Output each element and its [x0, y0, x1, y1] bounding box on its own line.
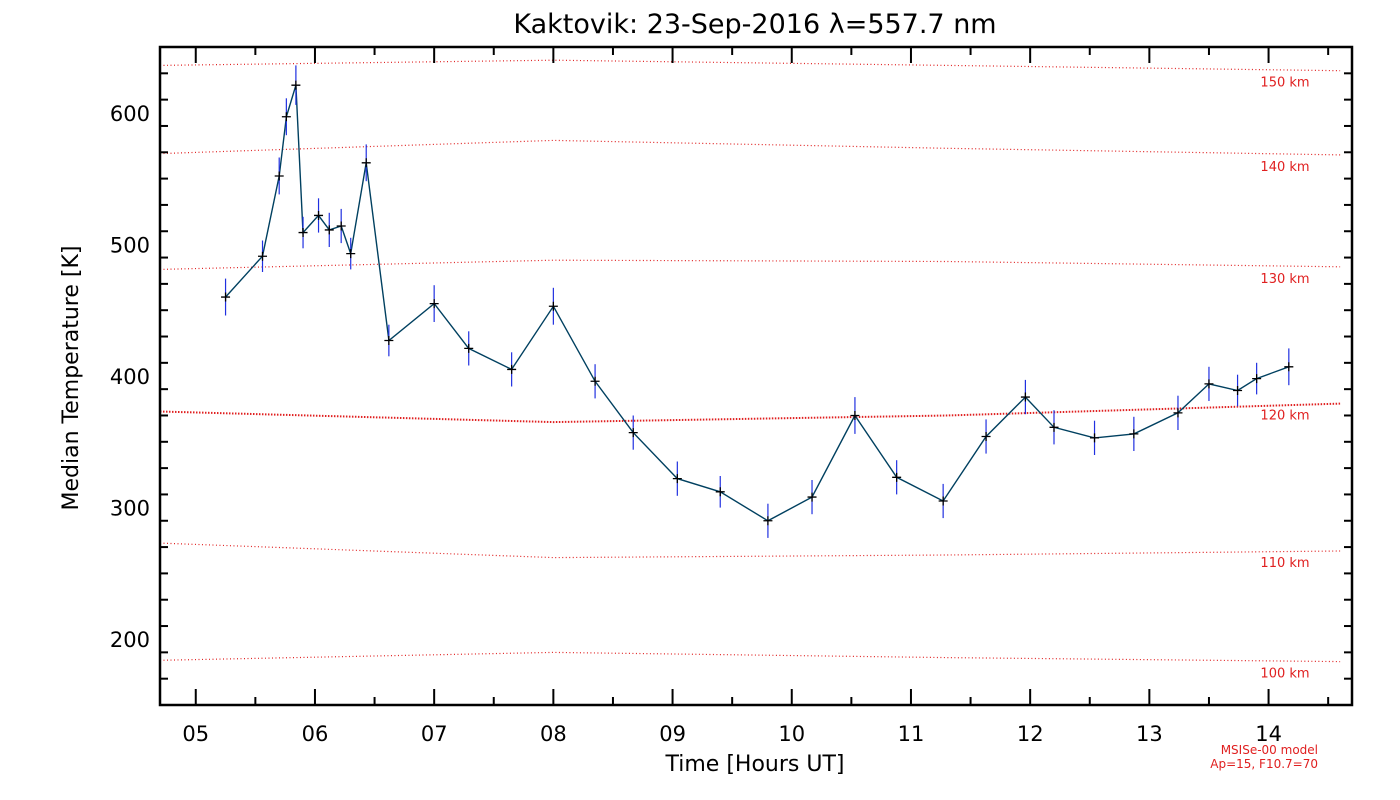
- chart-title: Kaktovik: 23-Sep-2016 λ=557.7 nm: [513, 9, 996, 40]
- data-point: [274, 171, 284, 181]
- data-point: [628, 428, 638, 438]
- axis-ticks: [160, 46, 1352, 706]
- x-axis-label: Time [Hours UT]: [665, 752, 845, 777]
- reference-label-110-km: 110 km: [1260, 556, 1309, 571]
- x-tick-label: 14: [1255, 722, 1282, 746]
- data-point: [1204, 379, 1214, 389]
- data-point: [298, 228, 308, 238]
- data-point: [763, 516, 773, 526]
- data-point: [429, 299, 439, 309]
- x-tick-label: 05: [182, 722, 209, 746]
- x-tick-label: 06: [302, 722, 329, 746]
- reference-line-100-km: [159, 651, 1341, 663]
- data-point: [258, 251, 268, 261]
- data-point: [938, 496, 948, 506]
- data-point: [1090, 433, 1100, 443]
- data-point: [1284, 362, 1294, 372]
- reference-label-100-km: 100 km: [1260, 667, 1309, 682]
- data-point: [1233, 385, 1243, 395]
- data-point: [981, 432, 991, 442]
- data-point: [291, 80, 301, 90]
- data-point: [715, 487, 725, 497]
- data-point: [807, 492, 817, 502]
- data-point: [336, 221, 346, 231]
- y-tick-label: 400: [110, 365, 150, 389]
- data-point: [281, 112, 291, 122]
- plot-frame: [158, 45, 1354, 707]
- data-point: [548, 301, 558, 311]
- x-tick-label: 09: [659, 722, 686, 746]
- reference-line-110-km: [159, 542, 1341, 559]
- data-point: [464, 343, 474, 353]
- reference-line-130-km: [159, 259, 1341, 270]
- x-tick-label: 11: [898, 722, 925, 746]
- reference-label-140-km: 140 km: [1260, 160, 1309, 175]
- data-point: [1173, 408, 1183, 418]
- reference-label-130-km: 130 km: [1260, 272, 1309, 287]
- data-point: [1020, 392, 1030, 402]
- y-tick-label: 500: [110, 233, 150, 257]
- data-point: [507, 364, 517, 374]
- data-point: [590, 376, 600, 386]
- data-point: [384, 335, 394, 345]
- model-note-line1: MSISe-00 model: [1221, 743, 1318, 757]
- y-axis-label: Median Temperature [K]: [59, 246, 84, 511]
- data-point: [346, 249, 356, 259]
- x-tick-label: 13: [1136, 722, 1163, 746]
- x-tick-label: 08: [540, 722, 567, 746]
- reference-label-120-km: 120 km: [1260, 409, 1309, 424]
- y-tick-label: 300: [110, 497, 150, 521]
- series-line: [225, 84, 1290, 522]
- x-tick-label: 10: [778, 722, 805, 746]
- y-tick-label: 200: [110, 628, 150, 652]
- x-tick-label: 12: [1017, 722, 1044, 746]
- temperature-series: [221, 65, 1294, 538]
- data-point: [892, 472, 902, 482]
- data-point: [850, 410, 860, 420]
- data-point: [314, 210, 324, 220]
- altitude-reference-lines: 150 km 140 km 130 km 120 km 110 km 100 km: [159, 59, 1341, 682]
- x-tick-label: 07: [421, 722, 448, 746]
- data-point: [1049, 422, 1059, 432]
- reference-label-150-km: 150 km: [1260, 76, 1309, 91]
- reference-line-140-km: [159, 139, 1341, 156]
- model-note-line2: Ap=15, F10.7=70: [1210, 757, 1318, 771]
- data-point: [361, 158, 371, 168]
- data-point: [1252, 374, 1262, 384]
- data-point: [221, 292, 231, 302]
- y-tick-label: 600: [110, 102, 150, 126]
- data-point: [324, 225, 334, 235]
- tick-labels: 05 06 07 08 09 10 11 12 13 14 200 300 400 500 600: [110, 102, 1282, 746]
- data-point: [672, 474, 682, 484]
- reference-line-150-km: [159, 59, 1341, 72]
- data-point: [1129, 429, 1139, 439]
